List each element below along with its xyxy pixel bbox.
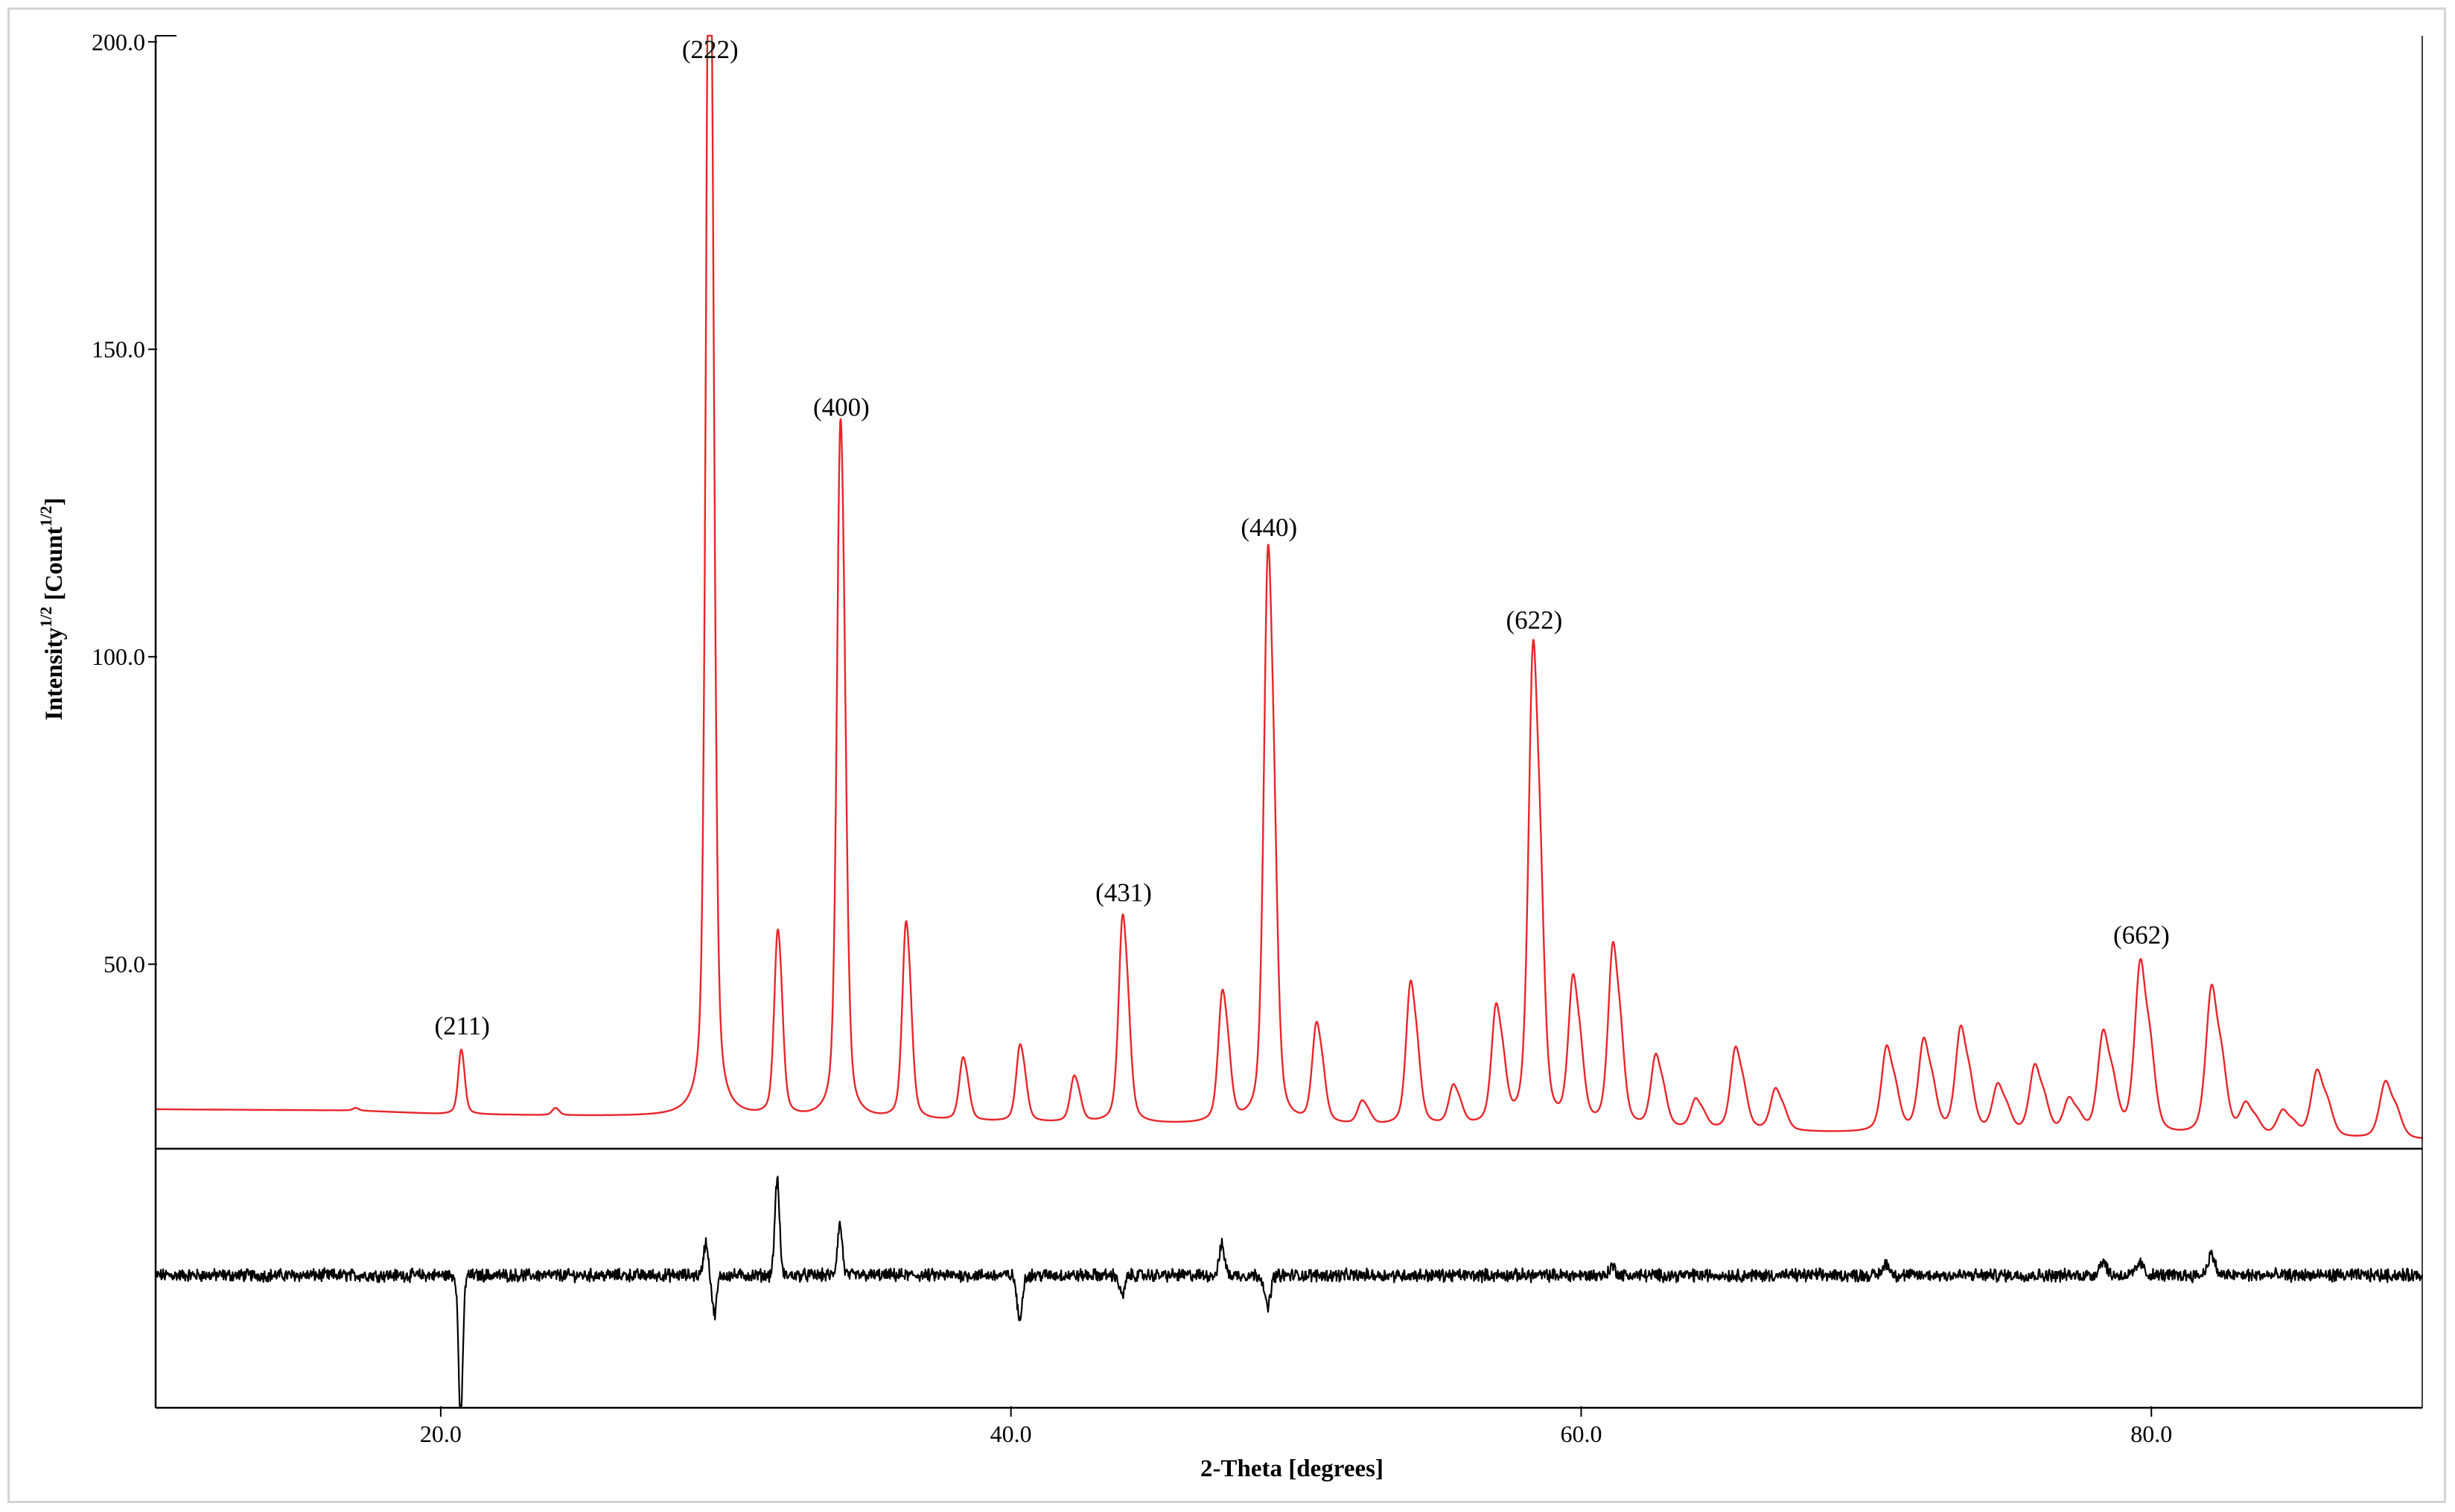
difference-panel <box>154 1176 2424 1409</box>
peak-label: (622) <box>1506 605 1562 634</box>
intensity-series-line <box>155 34 2423 1139</box>
x-tick-label: 40.0 <box>990 1420 1032 1447</box>
axes: 50.0 100.0 150.0 200.0 20.0 40.0 60.0 80.0 <box>92 28 2423 1447</box>
difference-series-line <box>154 1176 2424 1409</box>
y-axis-title: Intensity1/2 [Count1/2] <box>36 497 68 720</box>
peak-label: (440) <box>1241 513 1297 542</box>
y-tick-label: 200.0 <box>92 28 145 55</box>
text-layer: 2-Theta [degrees] Intensity1/2 [Count1/2… <box>36 35 2170 1482</box>
peak-label: (222) <box>682 35 739 64</box>
xrd-chart: 50.0 100.0 150.0 200.0 20.0 40.0 60.0 80.0 2-Th… <box>36 28 2424 1482</box>
peak-label: (431) <box>1095 878 1152 907</box>
x-axis-title: 2-Theta [degrees] <box>1200 1455 1383 1482</box>
x-tick-label: 60.0 <box>1560 1420 1602 1447</box>
y-tick-label: 50.0 <box>104 951 145 977</box>
peak-label: (211) <box>434 1012 490 1041</box>
y-tick-label: 100.0 <box>92 643 145 670</box>
peak-label: (662) <box>2113 921 2170 950</box>
peak-label: (400) <box>813 392 870 421</box>
chart-frame: 50.0 100.0 150.0 200.0 20.0 40.0 60.0 80.0 2-Th… <box>7 7 2446 1503</box>
x-tick-label: 20.0 <box>420 1420 462 1447</box>
y-tick-label: 150.0 <box>92 336 145 363</box>
x-tick-label: 80.0 <box>2130 1420 2172 1447</box>
main-panel <box>155 34 2423 1139</box>
